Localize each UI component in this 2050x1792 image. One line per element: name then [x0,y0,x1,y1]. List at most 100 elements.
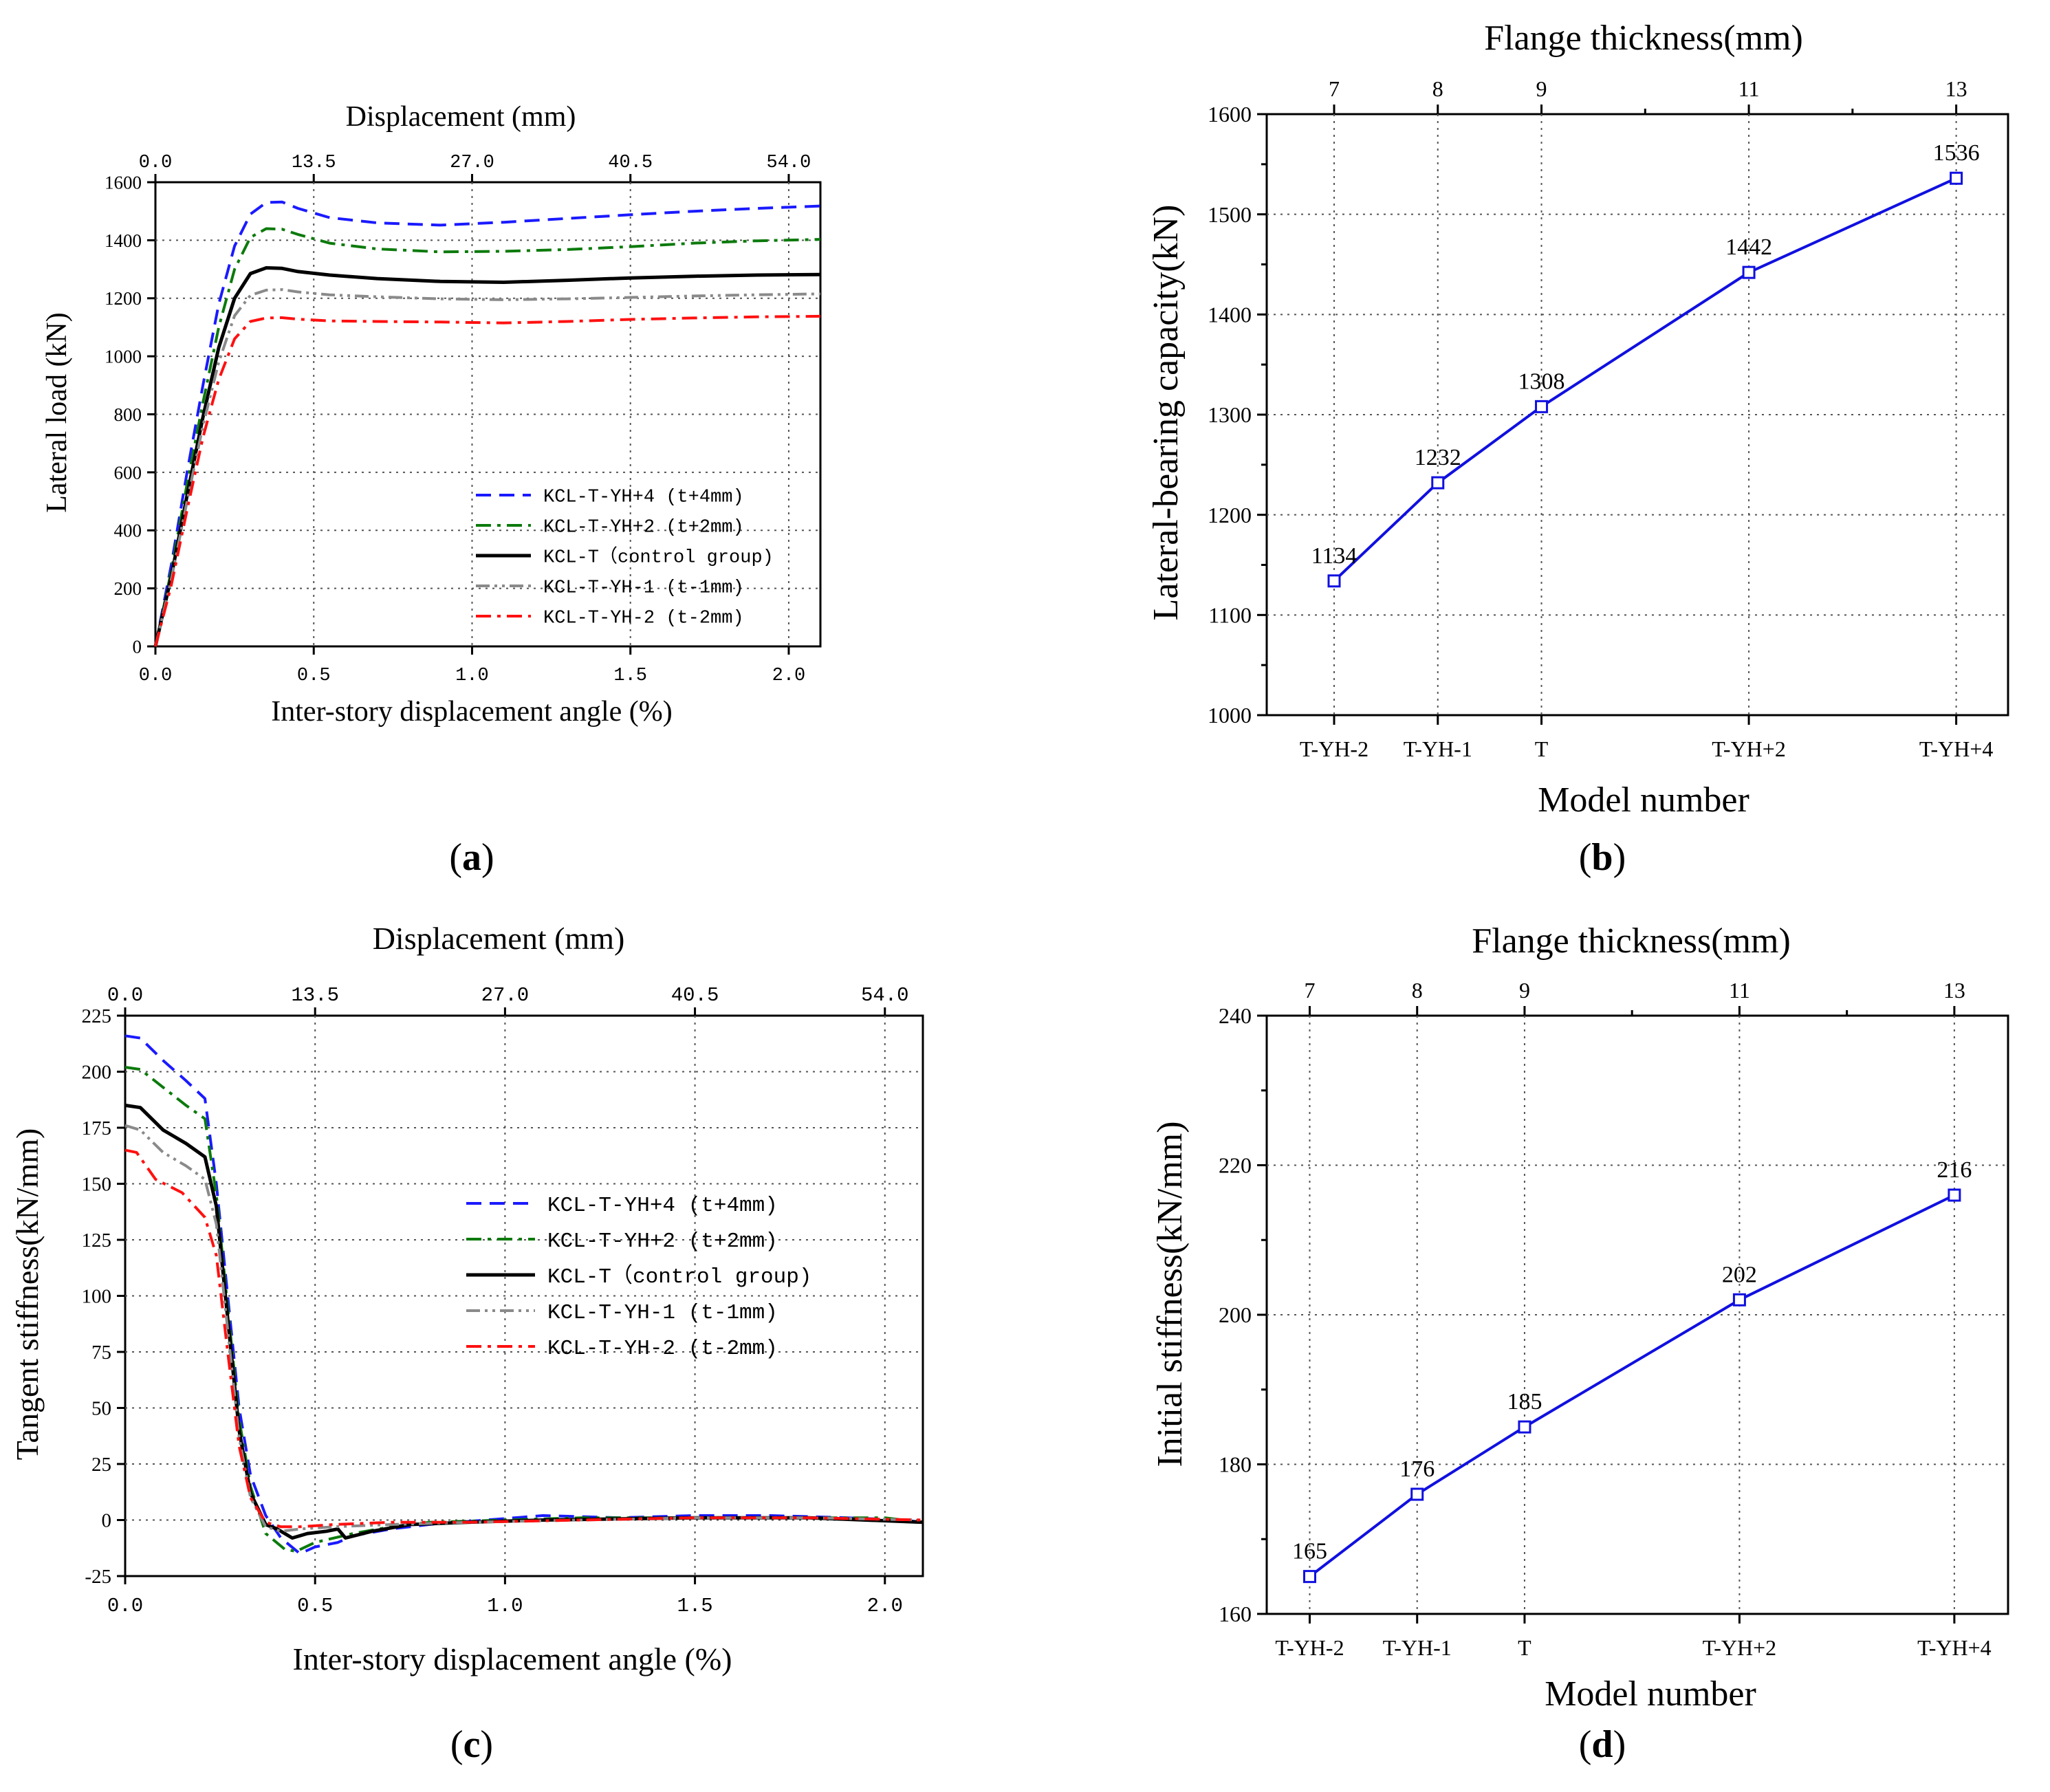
y-tick-label: 1400 [105,230,142,251]
data-point-marker [1535,400,1549,413]
panel-label-paren: ( [1579,836,1592,879]
x-tick-label: 0.5 [297,666,331,686]
y-tick-label: 800 [114,404,142,425]
legend-label: KCL-T-YH-1 (t-1mm) [543,578,744,598]
x-tick-label: 2.0 [772,666,806,686]
data-point-marker [1410,1487,1424,1501]
panel-label-letter: d [1591,1723,1613,1766]
legend-label: KCL-T-YH+2 (t+2mm) [543,517,744,538]
y-tick-label: 200 [114,578,142,599]
series-line-green [154,227,821,647]
category-label: T-YH+4 [1919,736,1994,761]
panel-b-lateral-bearing-capacity-chart: 1000 1100 1200 1300 1400 1500 1600 T-YH-2 7 T-YH-… [1146,19,2009,879]
panel-label: (b) [1579,836,1626,879]
panel-label: (a) [449,836,494,879]
top-tick-label: 0.0 [139,153,173,173]
panel-label-paren: ( [449,836,462,879]
y-tick-label: 160 [1219,1602,1252,1626]
x-axis-title: Inter-story displacement angle (%) [271,696,672,728]
legend-label: KCL-T-YH+4 (t+4mm) [547,1194,778,1218]
top-axis-title: Displacement (mm) [346,101,576,133]
top-tick-label: 27.0 [450,153,494,173]
legend-label: KCL-T（control group) [547,1265,811,1289]
x-tick-label: 0.0 [139,666,173,686]
y-tick-label: 220 [1219,1153,1252,1178]
y-tick-label: 225 [82,1005,112,1027]
y-tick-label: 1100 [1208,603,1252,628]
y-tick-label: 25 [91,1454,111,1476]
data-point-marker [1742,265,1756,279]
y-tick-label: 1000 [1208,703,1252,728]
panel-label-paren: ( [450,1723,464,1766]
category-label: T-YH-1 [1404,736,1472,761]
panel-label-paren: ) [480,1723,493,1766]
data-point-marker [1302,1570,1316,1584]
series-line-gray [154,288,821,647]
x-tick-label: 1.0 [455,666,489,686]
y-tick-label: 1400 [1208,303,1252,327]
panel-label-letter: c [464,1723,481,1766]
data-point-marker [1431,476,1445,490]
y-tick-label: 0 [133,636,142,657]
top-tick-label: 13.5 [292,153,336,173]
top-tick-label: 8 [1412,978,1423,1003]
top-tick-label: 9 [1536,76,1547,101]
y-tick-label: 1300 [1208,402,1252,427]
y-axis-title: Initial stiffness(kN/mm) [1151,1121,1190,1467]
data-label: 165 [1292,1539,1327,1564]
y-tick-label: 0 [102,1510,112,1532]
top-tick-label: 13.5 [291,984,339,1007]
y-tick-label: 150 [82,1174,112,1196]
category-label: T [1535,736,1549,761]
panel-label-paren: ) [1613,1723,1626,1766]
y-tick-label: 240 [1219,1003,1252,1028]
data-point-marker [1948,1188,1961,1202]
x-axis-title: Model number [1538,780,1749,820]
y-tick-label: 1600 [1208,102,1252,127]
series-line-red [124,1148,924,1529]
y-tick-label: 180 [1219,1452,1252,1477]
panel-d-initial-stiffness-chart: 160 180 200 220 240 T-YH-2 7 T-YH-1 8 T 9 T-YH+2 11 T… [1151,921,2009,1766]
data-label: 202 [1722,1262,1757,1287]
panel-label-paren: ( [1579,1723,1592,1766]
y-tick-label: 1200 [1208,503,1252,527]
legend-label: KCL-T-YH-1 (t-1mm) [547,1301,778,1325]
data-label: 216 [1937,1157,1972,1183]
top-axis-title: Displacement (mm) [373,921,625,956]
y-tick-label: 1500 [1208,202,1252,227]
category-label: T-YH-1 [1383,1635,1452,1660]
category-label: T-YH+2 [1703,1635,1777,1660]
top-tick-label: 7 [1304,978,1315,1003]
top-axis-title: Flange thickness(mm) [1472,921,1791,961]
category-label: T-YH-2 [1300,736,1369,761]
x-axis-title: Model number [1545,1674,1756,1714]
data-label: 185 [1507,1389,1542,1414]
y-tick-label: 400 [114,521,142,541]
series-line-black [153,266,821,647]
top-tick-label: 54.0 [861,984,909,1007]
data-point-marker [1950,171,1963,185]
x-tick-label: 1.0 [487,1595,523,1617]
legend-label: KCL-T-YH+4 (t+4mm) [543,487,744,507]
data-label: 1308 [1518,369,1565,394]
top-tick-label: 13 [1943,978,1965,1003]
top-tick-label: 9 [1519,978,1530,1003]
y-tick-label: 200 [1219,1302,1252,1327]
top-tick-label: 0.0 [107,984,143,1007]
x-tick-label: 0.0 [107,1595,143,1617]
top-tick-label: 8 [1432,76,1443,101]
y-tick-label: 600 [114,462,142,483]
panel-label-letter: a [462,836,481,879]
panel-label-letter: b [1591,836,1613,879]
legend-label: KCL-T-YH-2 (t-2mm) [543,608,744,629]
y-axis-title: Lateral-bearing capacity(kN) [1146,205,1186,621]
data-label: 176 [1399,1456,1435,1482]
series-line-blue [154,200,821,647]
top-tick-label: 11 [1738,76,1760,101]
data-label: 1232 [1415,445,1461,470]
panel-label-paren: ) [481,836,494,879]
y-tick-label: 200 [82,1062,112,1084]
